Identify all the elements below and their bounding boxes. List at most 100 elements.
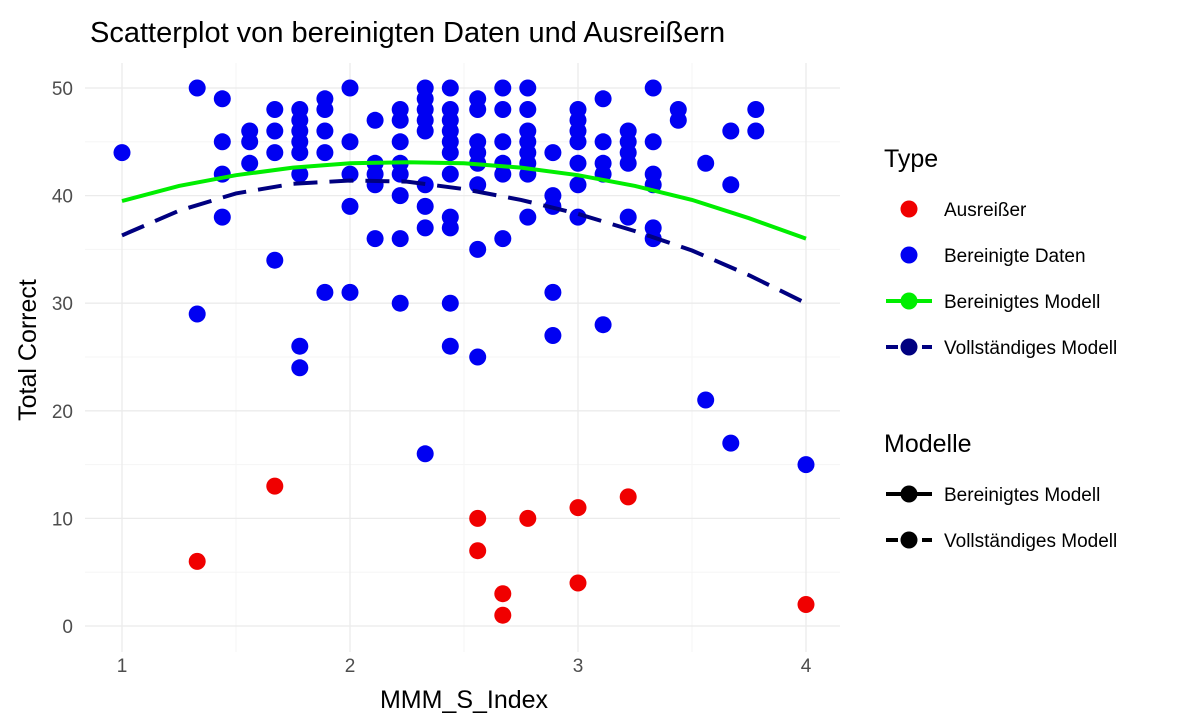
- data-point: [391, 165, 409, 183]
- y-tick-label: 30: [52, 294, 73, 315]
- data-point: [722, 434, 740, 452]
- data-point: [213, 133, 231, 151]
- legend-key-point: [900, 338, 918, 356]
- model-lines: [121, 160, 807, 305]
- data-point: [266, 251, 284, 269]
- legend-key: [886, 292, 932, 310]
- data-point: [188, 305, 206, 323]
- data-point: [113, 144, 131, 162]
- data-point: [569, 154, 587, 172]
- data-point: [519, 509, 537, 527]
- clean-model-line: [121, 160, 807, 241]
- data-point: [441, 144, 459, 162]
- data-point: [391, 133, 409, 151]
- data-point: [594, 316, 612, 334]
- y-tick-label: 10: [52, 509, 73, 530]
- data-point: [697, 391, 715, 409]
- data-point: [366, 230, 384, 248]
- legend-key-point: [900, 246, 918, 264]
- y-axis-title: Total Correct: [14, 279, 42, 421]
- data-point: [266, 122, 284, 140]
- data-point: [241, 154, 259, 172]
- data-point: [241, 133, 259, 151]
- y-tick-label: 20: [52, 402, 73, 423]
- data-point: [391, 187, 409, 205]
- legend-label: Vollständiges Modell: [944, 531, 1117, 552]
- data-point: [188, 79, 206, 97]
- legend-key: [900, 200, 918, 218]
- data-point: [213, 208, 231, 226]
- legend-title: Type: [884, 145, 938, 173]
- data-point: [266, 101, 284, 118]
- data-point: [416, 445, 434, 463]
- data-point: [416, 219, 434, 237]
- data-point: [366, 111, 384, 129]
- data-point: [619, 154, 637, 172]
- data-point: [441, 294, 459, 312]
- data-point: [188, 552, 206, 570]
- chart-title: Scatterplot von bereinigten Daten und Au…: [90, 17, 725, 49]
- x-tick-label: 4: [801, 656, 812, 677]
- data-point: [569, 208, 587, 226]
- data-point: [391, 111, 409, 129]
- data-point: [469, 509, 487, 527]
- legend-key: [886, 485, 932, 503]
- y-tick-label: 40: [52, 187, 73, 208]
- data-point: [316, 283, 334, 301]
- data-point: [469, 542, 487, 560]
- data-point: [519, 79, 537, 97]
- data-point: [544, 327, 562, 344]
- data-point: [544, 144, 562, 162]
- y-tick-label: 0: [62, 617, 73, 638]
- data-point: [316, 144, 334, 162]
- data-point: [747, 122, 765, 140]
- data-point: [416, 176, 434, 194]
- data-point: [266, 477, 284, 495]
- data-point: [341, 133, 359, 151]
- full-model-line: [121, 178, 807, 305]
- data-point: [797, 456, 815, 474]
- data-point: [341, 165, 359, 183]
- data-point: [519, 208, 537, 226]
- data-point: [316, 101, 334, 118]
- legend-label: Ausreißer: [944, 200, 1027, 221]
- legend-type: Type Ausreißer Bereinigte Daten Bereinigtes…: [884, 145, 1117, 359]
- data-point: [291, 359, 309, 377]
- data-point: [291, 144, 309, 162]
- data-point: [797, 596, 815, 613]
- legend-title: Modelle: [884, 430, 972, 458]
- data-point: [569, 499, 587, 517]
- data-point: [644, 133, 662, 151]
- data-point: [469, 240, 487, 258]
- data-point: [494, 101, 512, 118]
- data-point: [569, 176, 587, 194]
- legend-key-point: [900, 200, 918, 218]
- data-point: [544, 283, 562, 301]
- data-point: [519, 101, 537, 118]
- x-tick-label: 1: [117, 656, 128, 677]
- data-point: [441, 165, 459, 183]
- data-point: [391, 230, 409, 248]
- legend-label: Vollständiges Modell: [944, 338, 1117, 359]
- x-tick-label: 2: [345, 656, 356, 677]
- data-point: [494, 230, 512, 248]
- data-point: [594, 90, 612, 108]
- data-point: [619, 208, 637, 226]
- legend-key-point: [900, 292, 918, 310]
- legend-key: [886, 338, 932, 356]
- legend-key: [886, 531, 932, 549]
- data-point: [341, 283, 359, 301]
- data-point: [644, 79, 662, 97]
- data-point: [697, 154, 715, 172]
- data-point: [619, 488, 637, 506]
- x-tick-label: 3: [573, 656, 584, 677]
- data-point: [366, 176, 384, 194]
- data-point: [494, 585, 512, 603]
- data-point: [416, 197, 434, 215]
- legend-label: Bereinigte Daten: [944, 246, 1086, 267]
- series-outliers: [188, 477, 815, 624]
- data-point: [669, 111, 687, 129]
